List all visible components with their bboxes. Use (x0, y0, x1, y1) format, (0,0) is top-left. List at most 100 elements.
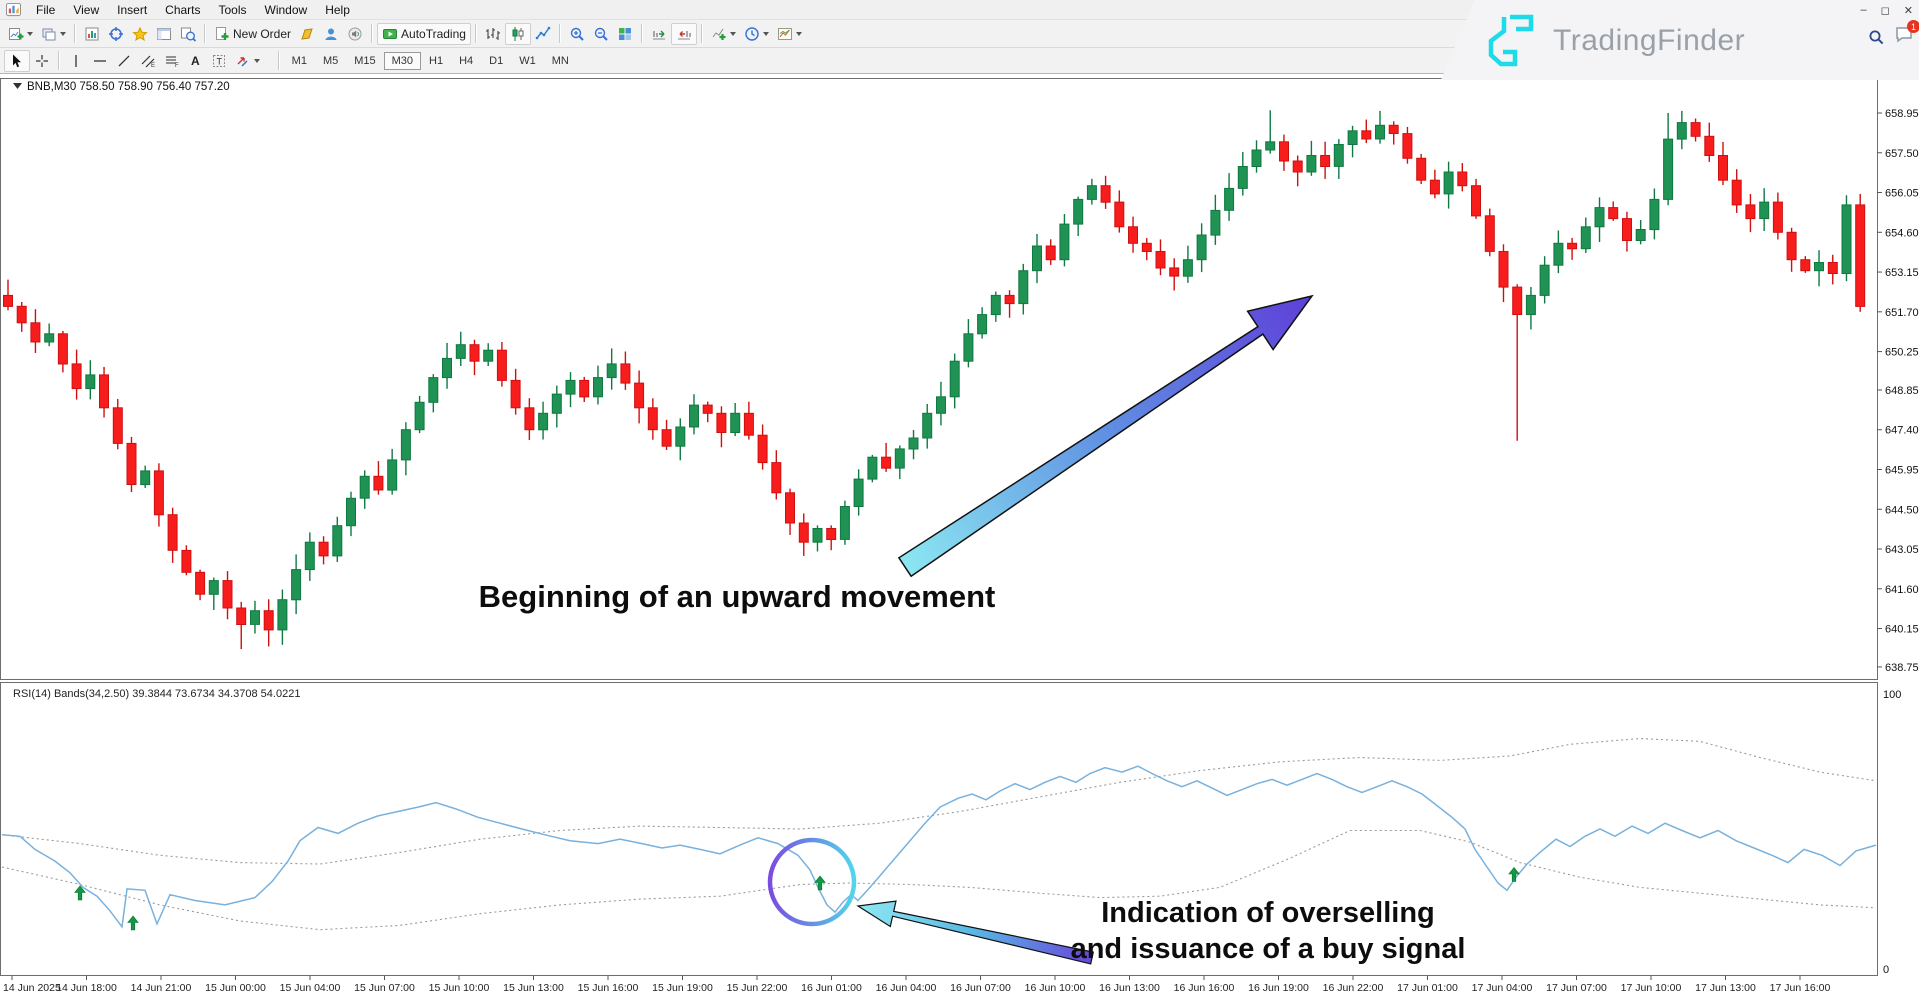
menu-insert[interactable]: Insert (117, 2, 148, 17)
chevron-down-icon (729, 32, 736, 39)
svg-text:16 Jun 01:00: 16 Jun 01:00 (801, 982, 862, 994)
community-button[interactable] (319, 24, 343, 44)
tradingfinder-logo-icon (1488, 14, 1534, 67)
svg-text:15 Jun 00:00: 15 Jun 00:00 (205, 982, 266, 994)
zoom-in-button[interactable] (565, 24, 589, 44)
new-chart-button[interactable] (4, 24, 37, 44)
svg-text:638.75: 638.75 (1885, 662, 1919, 674)
candlestick-chart-icon (512, 26, 524, 41)
strategy-tester-icon (181, 27, 196, 42)
channel-icon: E (141, 55, 155, 69)
vertical-line-button[interactable] (64, 51, 88, 71)
text-button[interactable]: A (184, 52, 207, 70)
new-order-button[interactable]: New Order (210, 24, 295, 44)
terminal-icon (157, 27, 171, 40)
auto-scroll-button[interactable] (647, 24, 671, 44)
timeframe-m15[interactable]: M15 (354, 54, 376, 67)
svg-text:15 Jun 04:00: 15 Jun 04:00 (280, 982, 341, 994)
timeframe-h1[interactable]: H1 (429, 54, 444, 67)
menu-help[interactable]: Help (325, 2, 350, 17)
svg-text:658.95: 658.95 (1885, 108, 1919, 120)
favorites-button[interactable] (128, 24, 152, 44)
svg-text:15 Jun 07:00: 15 Jun 07:00 (354, 982, 415, 994)
oversell-text-annotation-line2: and issuance of a buy signal (1071, 933, 1466, 965)
chevron-down-icon (60, 32, 66, 39)
rsi-indicator-panel[interactable] (0, 682, 1878, 976)
svg-text:648.85: 648.85 (1885, 385, 1919, 397)
periods-button[interactable] (740, 24, 773, 44)
trendline-button[interactable] (112, 51, 136, 71)
separator (204, 24, 206, 43)
templates-button[interactable] (773, 24, 806, 44)
terminal-button[interactable] (152, 24, 176, 44)
speaker-icon (348, 27, 362, 40)
navigator-button[interactable] (104, 24, 128, 44)
equidistant-channel-button[interactable]: E (136, 51, 160, 71)
menu-file[interactable]: File (36, 2, 56, 17)
menu-tools[interactable]: Tools (218, 2, 247, 17)
oversell-text-annotation-line1: Indication of overselling (1101, 897, 1435, 929)
notifications-button[interactable] (343, 24, 367, 44)
indicators-button[interactable] (707, 24, 740, 44)
timeframe-mn[interactable]: MN (551, 54, 569, 67)
line-chart-button[interactable] (531, 24, 555, 44)
trendline-icon (118, 55, 130, 66)
restore-button[interactable]: ◻ (1880, 5, 1890, 17)
profiles-button[interactable] (37, 24, 70, 44)
svg-text:15 Jun 10:00: 15 Jun 10:00 (429, 982, 490, 994)
chat-button[interactable]: 1 (1895, 20, 1919, 48)
svg-text:16 Jun 04:00: 16 Jun 04:00 (876, 982, 937, 994)
svg-text:17 Jun 16:00: 17 Jun 16:00 (1770, 982, 1831, 994)
svg-text:16 Jun 19:00: 16 Jun 19:00 (1248, 982, 1309, 994)
brand-name: TradingFinder (1553, 24, 1746, 57)
text-label-button[interactable]: T (207, 51, 231, 71)
chart-collapse-toggle-icon[interactable] (13, 83, 22, 89)
menu-window[interactable]: Window (264, 2, 308, 17)
timeframe-w1[interactable]: W1 (519, 54, 536, 67)
svg-text:17 Jun 07:00: 17 Jun 07:00 (1546, 982, 1607, 994)
bar-chart-button[interactable] (481, 24, 505, 44)
autotrading-button[interactable]: AutoTrading (377, 22, 471, 45)
minimize-button[interactable]: – (1860, 4, 1867, 16)
close-button[interactable]: ✕ (1903, 5, 1913, 17)
svg-text:16 Jun 22:00: 16 Jun 22:00 (1323, 982, 1384, 994)
tile-windows-icon (618, 27, 631, 40)
upward-movement-text-annotation: Beginning of an upward movement (479, 579, 996, 614)
arrow-tools-icon (237, 56, 248, 66)
crosshair-button[interactable] (30, 51, 54, 71)
strategy-tester-button[interactable] (176, 24, 200, 44)
candlesticks (3, 110, 1866, 650)
timeframe-m1[interactable]: M1 (291, 54, 307, 67)
svg-text:E: E (151, 63, 155, 69)
zoom-out-button[interactable] (589, 24, 613, 44)
menu-charts[interactable]: Charts (165, 2, 201, 17)
chart-area[interactable]: 658.95 657.50 656.05 654.60 653.15 651.70 650.… (0, 74, 1919, 996)
metaeditor-button[interactable] (295, 24, 319, 44)
oversold-circle-annotation (767, 837, 857, 927)
new-chart-icon (9, 27, 24, 40)
horizontal-line-button[interactable] (88, 51, 112, 71)
svg-text:656.05: 656.05 (1885, 188, 1919, 200)
menu-view[interactable]: View (73, 2, 100, 17)
fibonacci-button[interactable]: F (160, 51, 184, 71)
rsi-scale-bottom-label: 0 (1883, 964, 1889, 976)
tile-windows-button[interactable] (613, 24, 637, 44)
candlestick-chart-button[interactable] (504, 22, 531, 45)
timeframe-m30[interactable]: M30 (383, 51, 422, 70)
chevron-down-icon (762, 32, 769, 39)
arrows-button[interactable] (231, 51, 264, 71)
separator (277, 51, 280, 70)
timeframe-m5[interactable]: M5 (322, 54, 339, 67)
search-icon[interactable] (1868, 29, 1885, 46)
cursor-button[interactable] (4, 49, 30, 72)
price-axis[interactable]: 658.95 657.50 656.05 654.60 653.15 651.70 650.… (1877, 108, 1919, 674)
zoom-out-icon (594, 27, 608, 41)
main-chart-panel[interactable] (0, 78, 1878, 680)
market-watch-button[interactable] (80, 24, 104, 44)
profiles-icon (42, 28, 56, 40)
chart-shift-button[interactable] (670, 22, 697, 45)
timeframe-d1[interactable]: D1 (489, 54, 504, 67)
fibonacci-icon: F (166, 56, 179, 69)
timeframe-h4[interactable]: H4 (459, 54, 474, 67)
